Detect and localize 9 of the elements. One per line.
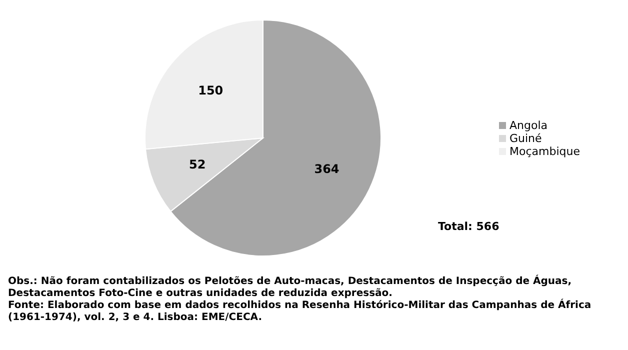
source-note: Fonte: Elaborado com base em dados recolhidos na Resenha Histórico-Militar das Campanhas de África (1961-1974), vol. 2, 3 e 4. Lisboa: EME/CECA.	[8, 300, 592, 324]
text: Total: 566	[438, 220, 500, 233]
legend-label: Moçambique	[510, 144, 580, 158]
legend-label: Angola	[510, 118, 548, 132]
data-label: 150	[198, 83, 224, 98]
data-label: 364	[314, 162, 340, 176]
text: Obs.: Não foram contabilizados os Pelotões de Auto-macas, Destacamentos de Inspecção de Águas, Destacamentos Foto-Cine e outras unidades de reduzida expressão.	[8, 276, 572, 299]
legend-label: Guiné	[510, 132, 542, 144]
data-label: 52	[188, 157, 206, 172]
